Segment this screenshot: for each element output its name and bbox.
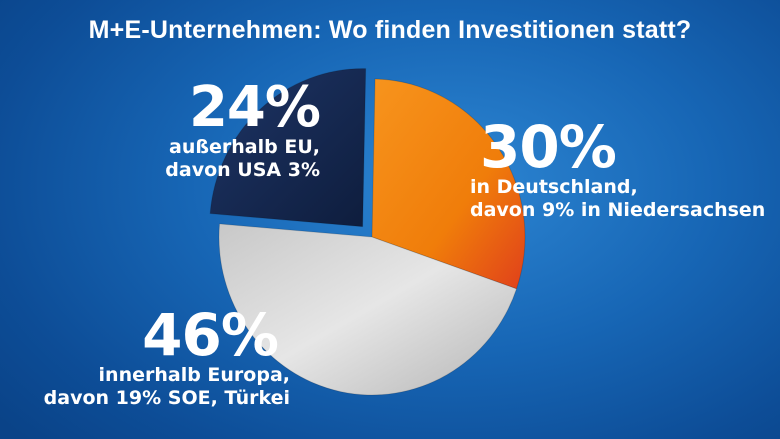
chart-title: M+E-Unternehmen: Wo finden Investitionen… xyxy=(88,16,692,44)
text-germany-line2: davon 9% in Niedersachsen xyxy=(470,199,766,222)
pie-slice-germany xyxy=(371,78,526,290)
pie-slice-europe xyxy=(218,223,518,396)
label-germany: 30% in Deutschland, davon 9% in Niedersa… xyxy=(470,118,770,222)
pie-slice-outside_eu xyxy=(209,68,367,228)
label-europe: 46% innerhalb Europa, davon 19% SOE, Tür… xyxy=(30,306,290,410)
text-outside-eu-line2: davon USA 3% xyxy=(165,159,320,182)
text-europe-line2: davon 19% SOE, Türkei xyxy=(43,387,290,410)
text-germany-line1: in Deutschland, xyxy=(470,176,638,198)
label-outside-eu: 24% außerhalb EU, davon USA 3% xyxy=(140,75,321,182)
pct-europe: 46% xyxy=(142,301,279,369)
pct-outside-eu: 24% xyxy=(188,75,321,140)
text-europe-line1: innerhalb Europa, xyxy=(98,364,290,386)
pct-germany: 30% xyxy=(480,113,617,181)
text-outside-eu-line1: außerhalb EU, xyxy=(169,136,320,158)
